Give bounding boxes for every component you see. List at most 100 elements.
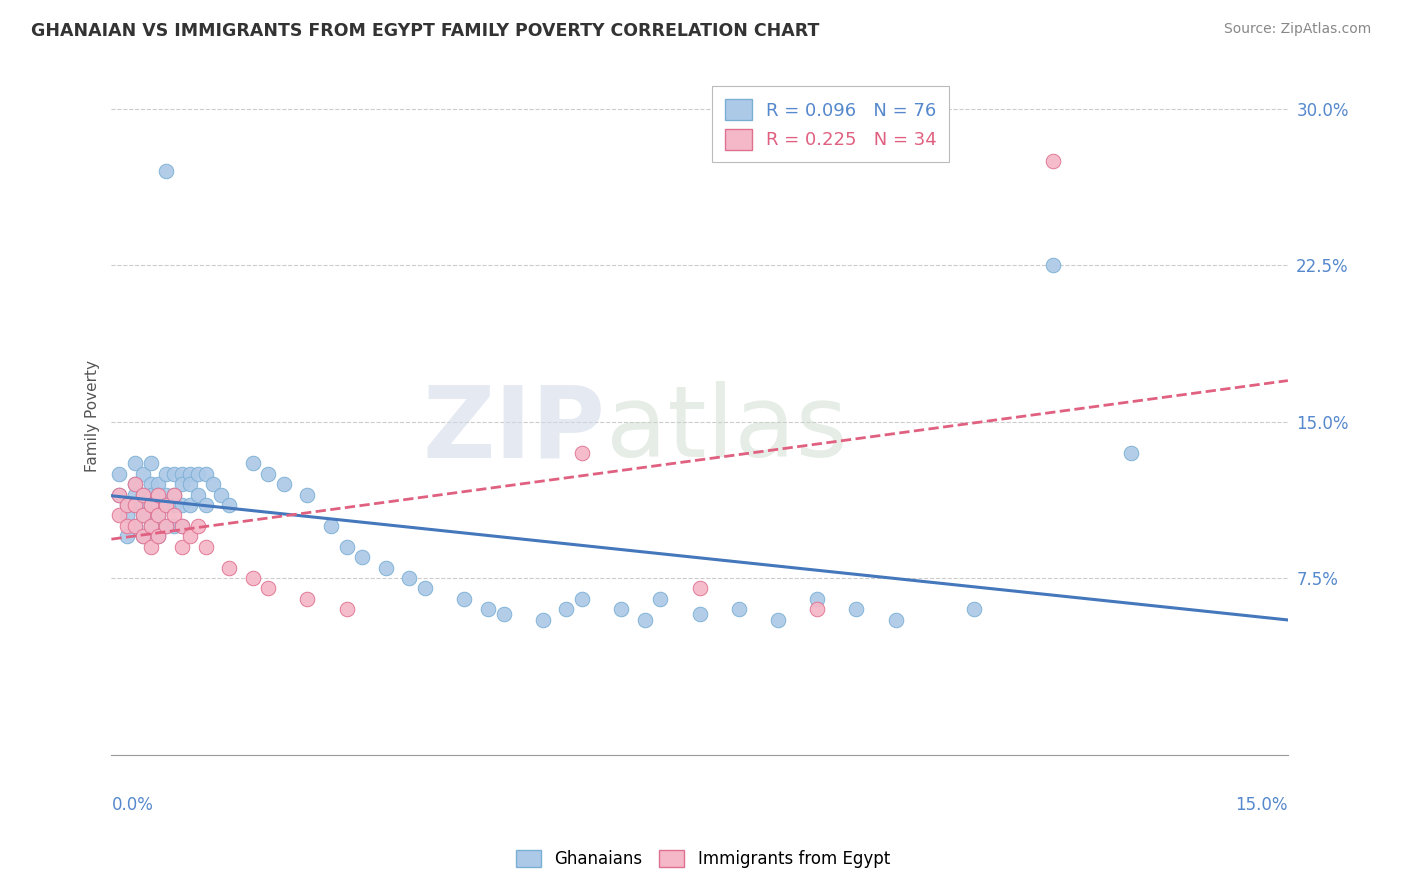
Point xyxy=(571,591,593,606)
Y-axis label: Family Poverty: Family Poverty xyxy=(86,360,100,473)
Point xyxy=(1119,446,1142,460)
Point xyxy=(845,602,868,616)
Text: 0.0%: 0.0% xyxy=(111,796,153,814)
Point xyxy=(170,519,193,533)
Point xyxy=(124,498,146,512)
Point xyxy=(139,456,162,470)
Point xyxy=(132,488,155,502)
Point xyxy=(963,602,986,616)
Point xyxy=(163,508,186,523)
Point xyxy=(374,560,396,574)
Point xyxy=(218,498,240,512)
Point xyxy=(398,571,420,585)
Point xyxy=(155,164,177,178)
Point xyxy=(297,591,319,606)
Point xyxy=(689,607,711,621)
Text: ZIP: ZIP xyxy=(423,382,606,478)
Point xyxy=(1042,258,1064,272)
Point xyxy=(194,498,217,512)
Point xyxy=(139,540,162,554)
Point xyxy=(179,529,201,543)
Point xyxy=(170,540,193,554)
Point xyxy=(650,591,672,606)
Point xyxy=(187,467,209,481)
Point xyxy=(155,488,177,502)
Point xyxy=(124,477,146,491)
Point xyxy=(187,519,209,533)
Point xyxy=(124,477,146,491)
Point xyxy=(477,602,499,616)
Point xyxy=(1042,153,1064,168)
Point xyxy=(148,498,170,512)
Legend: Ghanaians, Immigrants from Egypt: Ghanaians, Immigrants from Egypt xyxy=(509,843,897,875)
Point xyxy=(163,519,186,533)
Point xyxy=(194,467,217,481)
Point xyxy=(352,550,374,565)
Point xyxy=(413,582,436,596)
Point xyxy=(571,446,593,460)
Point xyxy=(170,519,193,533)
Point xyxy=(727,602,749,616)
Point xyxy=(115,498,138,512)
Point xyxy=(610,602,633,616)
Point xyxy=(555,602,578,616)
Point xyxy=(209,488,232,502)
Point xyxy=(148,529,170,543)
Point xyxy=(155,519,177,533)
Point xyxy=(148,488,170,502)
Point xyxy=(689,582,711,596)
Point xyxy=(108,467,131,481)
Point xyxy=(163,498,186,512)
Point xyxy=(115,529,138,543)
Point xyxy=(194,540,217,554)
Point xyxy=(124,456,146,470)
Point xyxy=(634,613,657,627)
Text: GHANAIAN VS IMMIGRANTS FROM EGYPT FAMILY POVERTY CORRELATION CHART: GHANAIAN VS IMMIGRANTS FROM EGYPT FAMILY… xyxy=(31,22,820,40)
Point xyxy=(108,488,131,502)
Point xyxy=(132,529,155,543)
Point xyxy=(336,540,359,554)
Point xyxy=(155,498,177,512)
Point xyxy=(124,519,146,533)
Text: atlas: atlas xyxy=(606,382,848,478)
Point xyxy=(218,560,240,574)
Point xyxy=(179,477,201,491)
Point xyxy=(108,488,131,502)
Point xyxy=(492,607,515,621)
Point xyxy=(108,508,131,523)
Point xyxy=(202,477,225,491)
Point xyxy=(163,467,186,481)
Point xyxy=(115,498,138,512)
Point xyxy=(155,498,177,512)
Point xyxy=(170,498,193,512)
Point xyxy=(884,613,907,627)
Point xyxy=(148,508,170,523)
Point xyxy=(132,488,155,502)
Point xyxy=(132,467,155,481)
Point xyxy=(319,519,342,533)
Point xyxy=(297,488,319,502)
Point xyxy=(148,477,170,491)
Point xyxy=(139,519,162,533)
Point xyxy=(148,508,170,523)
Point xyxy=(132,529,155,543)
Point xyxy=(163,488,186,502)
Point xyxy=(124,488,146,502)
Point xyxy=(257,467,280,481)
Point xyxy=(148,488,170,502)
Text: Source: ZipAtlas.com: Source: ZipAtlas.com xyxy=(1223,22,1371,37)
Point xyxy=(115,508,138,523)
Point xyxy=(115,519,138,533)
Point xyxy=(273,477,295,491)
Point xyxy=(336,602,359,616)
Point xyxy=(170,467,193,481)
Point xyxy=(124,519,146,533)
Legend: R = 0.096   N = 76, R = 0.225   N = 34: R = 0.096 N = 76, R = 0.225 N = 34 xyxy=(711,87,949,162)
Text: 15.0%: 15.0% xyxy=(1236,796,1288,814)
Point xyxy=(139,477,162,491)
Point xyxy=(139,488,162,502)
Point xyxy=(531,613,554,627)
Point xyxy=(155,467,177,481)
Point xyxy=(187,488,209,502)
Point xyxy=(242,571,264,585)
